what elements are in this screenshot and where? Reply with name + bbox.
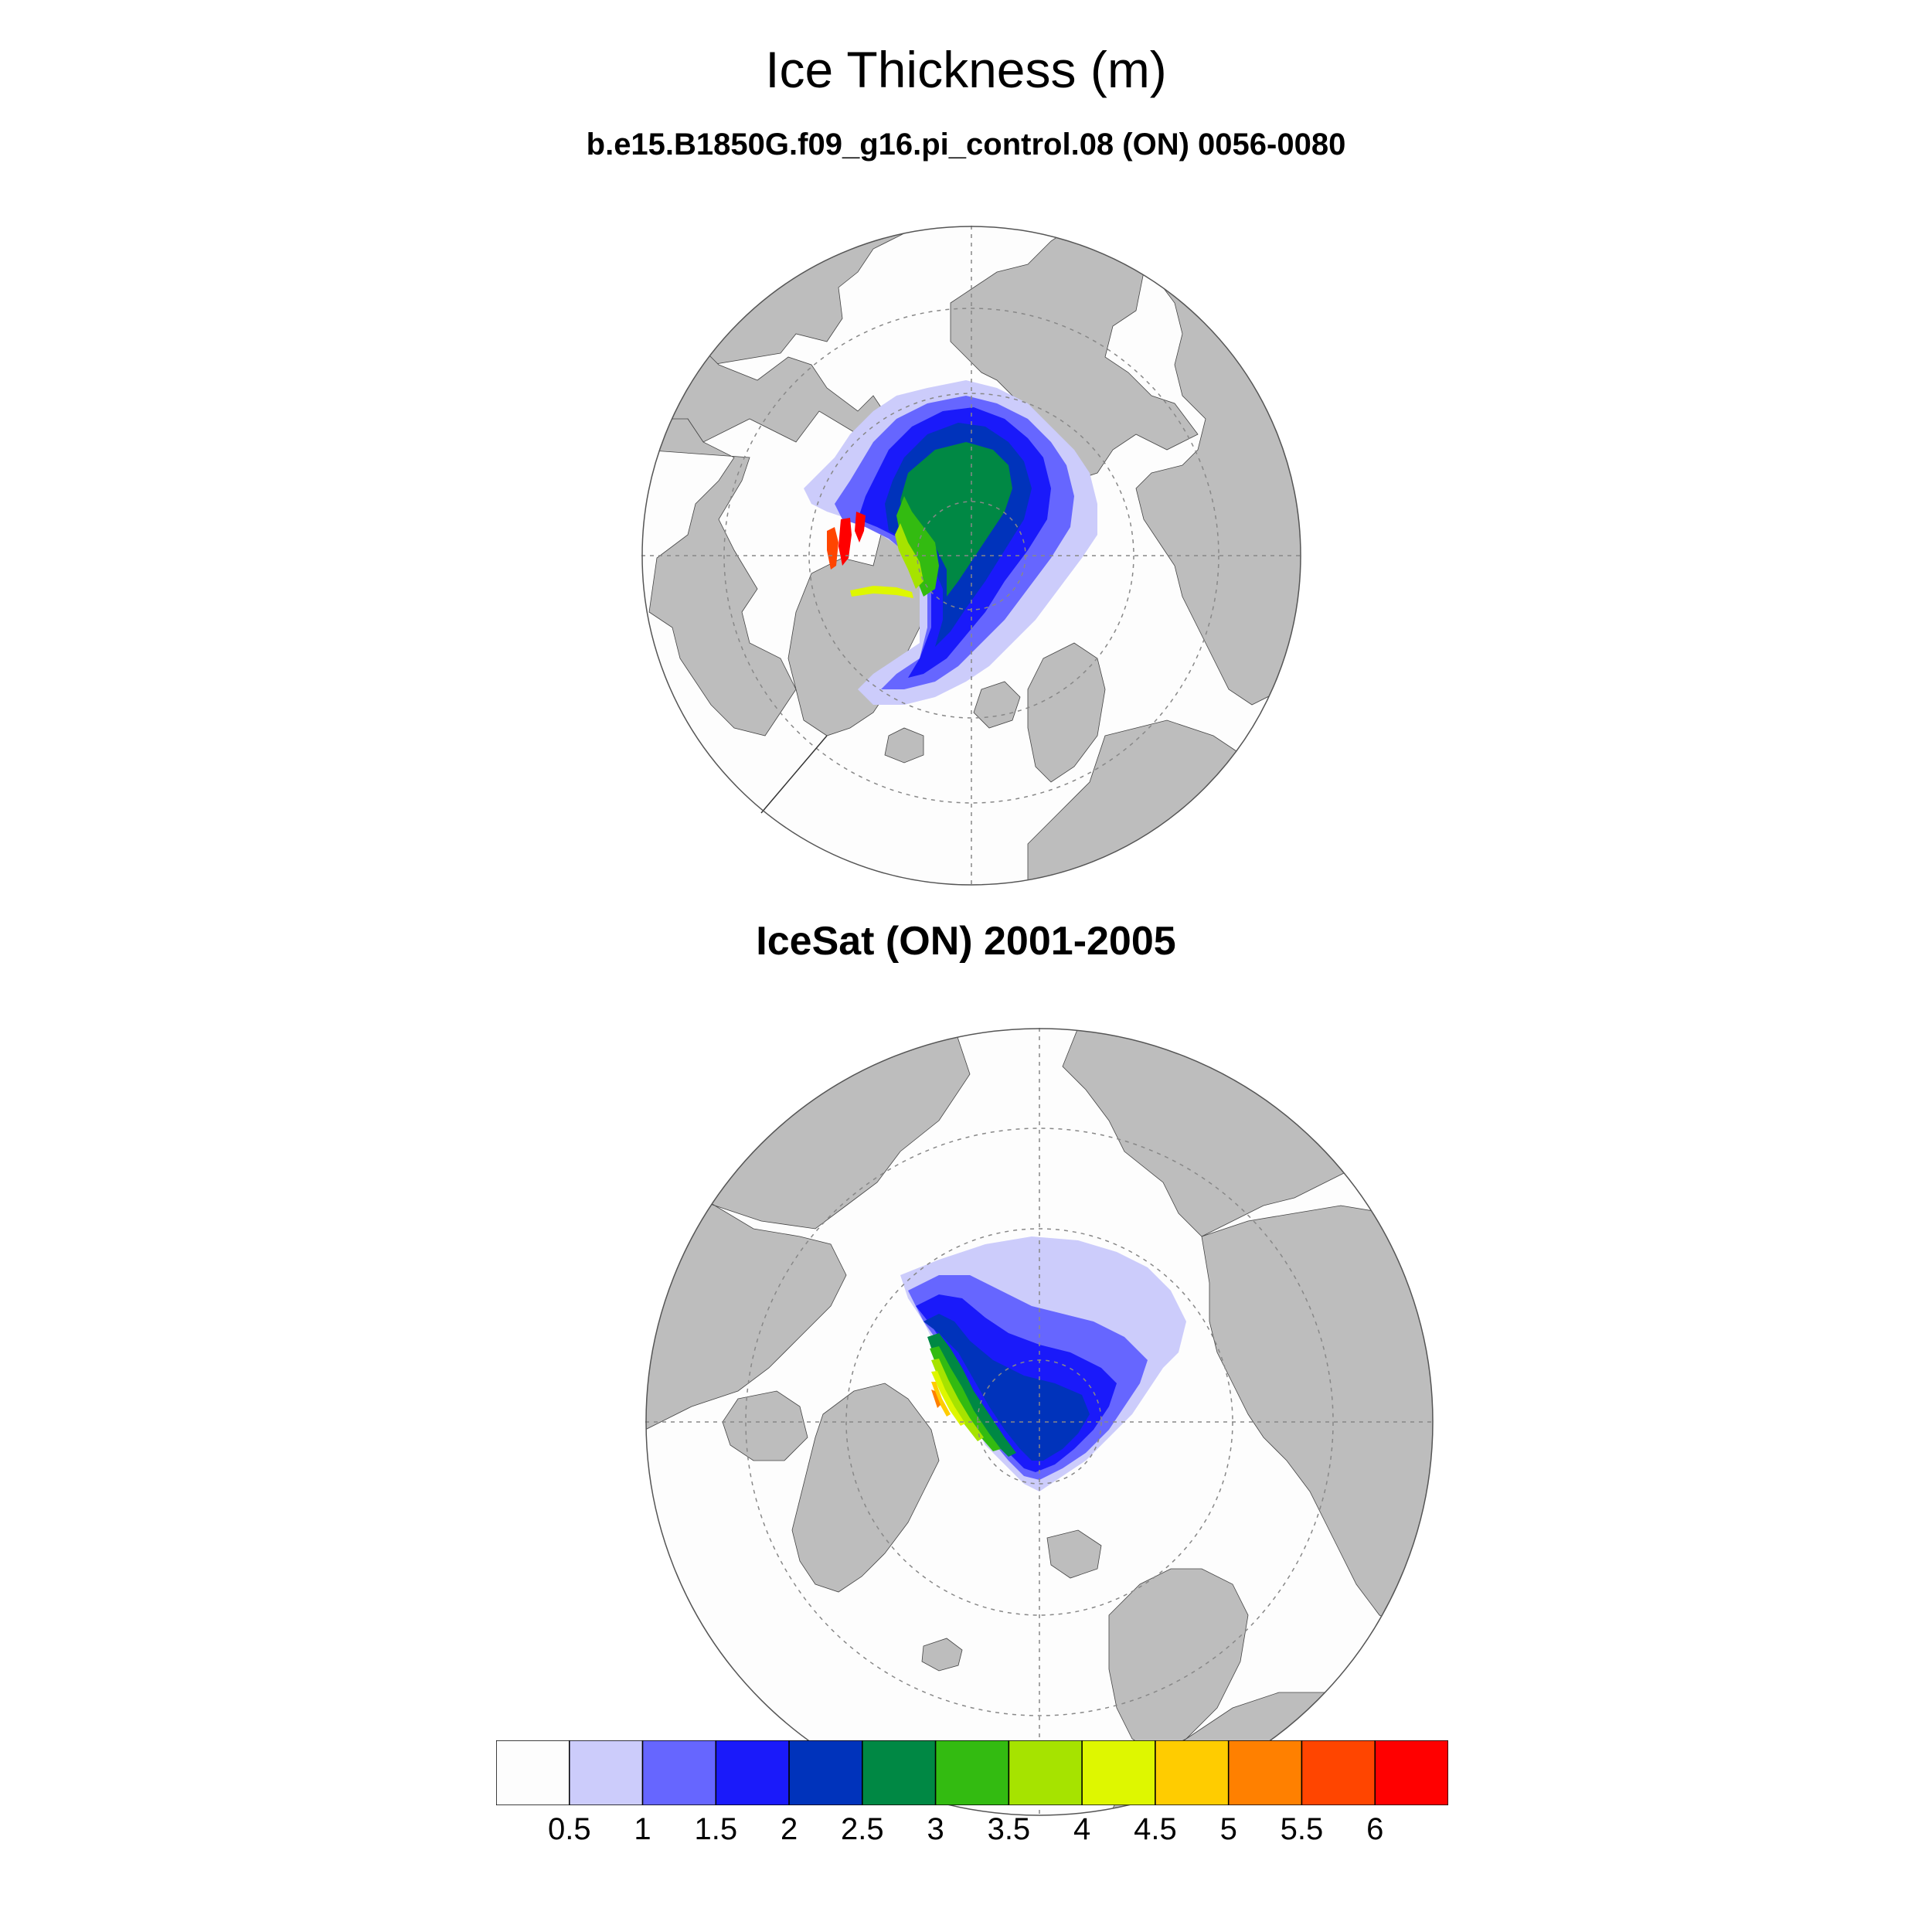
latitude-circle-60 <box>723 308 1219 804</box>
colorbar-tick-label: 0.5 <box>547 1812 591 1846</box>
colorbar-tick-label: 5 <box>1219 1812 1237 1846</box>
colorbar-box <box>641 1740 717 1805</box>
latitude-circle-60 <box>745 1128 1334 1716</box>
ice-3-5-4 <box>931 1359 984 1441</box>
colorbar-tick-label: 1.5 <box>694 1812 738 1846</box>
ice-3-5-4 <box>895 523 923 589</box>
colorbar-tick-label: 5.5 <box>1280 1812 1324 1846</box>
ice-4-5-strip <box>850 586 913 598</box>
icesat-ice-thickness-map <box>645 1028 1434 1816</box>
land-svalbard <box>973 681 1021 729</box>
ice-2-5-3 <box>927 1333 1016 1457</box>
colorbar-tick-label: 4 <box>1073 1812 1091 1846</box>
map-boundary <box>641 226 1301 886</box>
colorbar-box <box>496 1740 570 1805</box>
graticule <box>641 226 1301 886</box>
colorbar-tick-label: 3 <box>927 1812 944 1846</box>
ice-5-5-6-patch-a <box>827 527 838 570</box>
panel-2-subtitle: IceSat (ON) 2001-2005 <box>756 919 1176 964</box>
colorbar-tick-label: 4.5 <box>1134 1812 1177 1846</box>
graticule <box>645 1028 1434 1816</box>
colorbar-box <box>1301 1740 1376 1805</box>
colorbar-box <box>1008 1740 1083 1805</box>
ice-4-5-5 <box>931 1382 951 1417</box>
colorbar-box <box>1155 1740 1230 1805</box>
land-svalbard <box>1046 1529 1102 1579</box>
colorbar-tick-label: 3.5 <box>987 1812 1031 1846</box>
colorbar-box <box>788 1740 863 1805</box>
land-scandinavia <box>1027 642 1106 783</box>
latitude-circle-70 <box>808 393 1134 719</box>
colorbar-box <box>1227 1740 1303 1805</box>
colorbar <box>496 1740 1448 1805</box>
ice-2-5-3 <box>900 442 1012 597</box>
ice-6-patch-c <box>855 512 866 543</box>
colorbar-box <box>862 1740 937 1805</box>
land-scandinavia <box>1108 1568 1249 1755</box>
land-siberia <box>1201 1205 1433 1631</box>
colorbar-tick-label: 6 <box>1366 1812 1384 1846</box>
panel-1-subtitle: b.e15.B1850G.f09_g16.pi_control.08 (ON) … <box>586 128 1346 162</box>
colorbar-box <box>1081 1740 1156 1805</box>
land-canada-lower <box>642 418 797 736</box>
ice-3-3-5 <box>930 1346 1001 1451</box>
land-iceland <box>921 1638 963 1672</box>
ice-6-patch-b <box>838 518 852 566</box>
colorbar-labels: 0.5 1 1.5 2 2.5 3 3.5 4 4.5 5 5.5 6 <box>0 1812 1932 1859</box>
ice-2-2-5 <box>923 1314 1090 1461</box>
land-north-america-interior <box>646 1182 847 1430</box>
ice-5-5-5 <box>931 1389 940 1408</box>
colorbar-tick-label: 2.5 <box>841 1812 884 1846</box>
model-ice-thickness-map <box>641 226 1301 886</box>
colorbar-tick-label: 2 <box>780 1812 798 1846</box>
colorbar-box <box>715 1740 790 1805</box>
land-greenland <box>791 1383 940 1593</box>
colorbar-box <box>1374 1740 1448 1805</box>
ice-4-4-5 <box>931 1371 965 1426</box>
colorbar-tick-label: 1 <box>634 1812 651 1846</box>
land-iceland <box>884 727 924 764</box>
colorbar-box <box>569 1740 644 1805</box>
map-boundary <box>645 1028 1434 1816</box>
dateline-seam <box>760 735 828 814</box>
land-canadian-islands <box>722 1390 808 1461</box>
figure-title: Ice Thickness (m) <box>765 41 1167 98</box>
colorbar-box <box>934 1740 1010 1805</box>
